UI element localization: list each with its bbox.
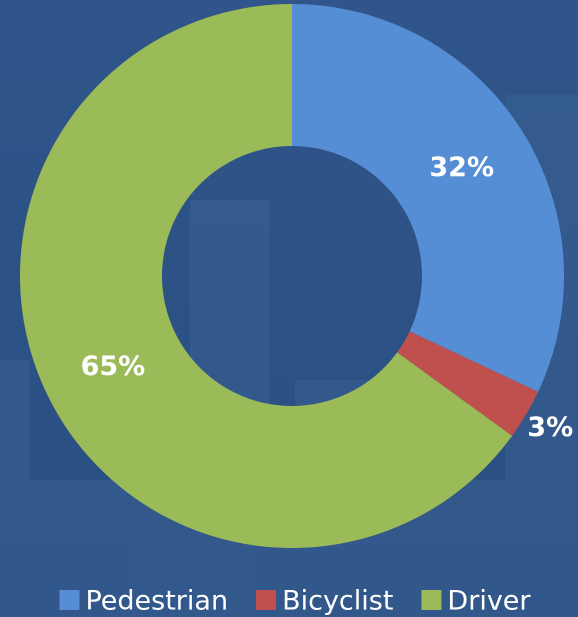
legend-label: Bicyclist	[282, 586, 393, 617]
legend: Pedestrian Bicyclist Driver	[59, 586, 531, 617]
legend-item: Pedestrian	[59, 586, 228, 617]
legend-label: Pedestrian	[85, 586, 228, 617]
value-label: 65%	[81, 351, 146, 382]
chart: 32% 3% 65% Pedestrian Bicyclist Driver	[0, 0, 578, 617]
value-label: 32%	[429, 152, 494, 183]
legend-swatch	[59, 590, 79, 610]
legend-swatch	[421, 590, 441, 610]
value-label: 3%	[527, 412, 573, 443]
legend-swatch	[256, 590, 276, 610]
legend-label: Driver	[447, 586, 531, 617]
